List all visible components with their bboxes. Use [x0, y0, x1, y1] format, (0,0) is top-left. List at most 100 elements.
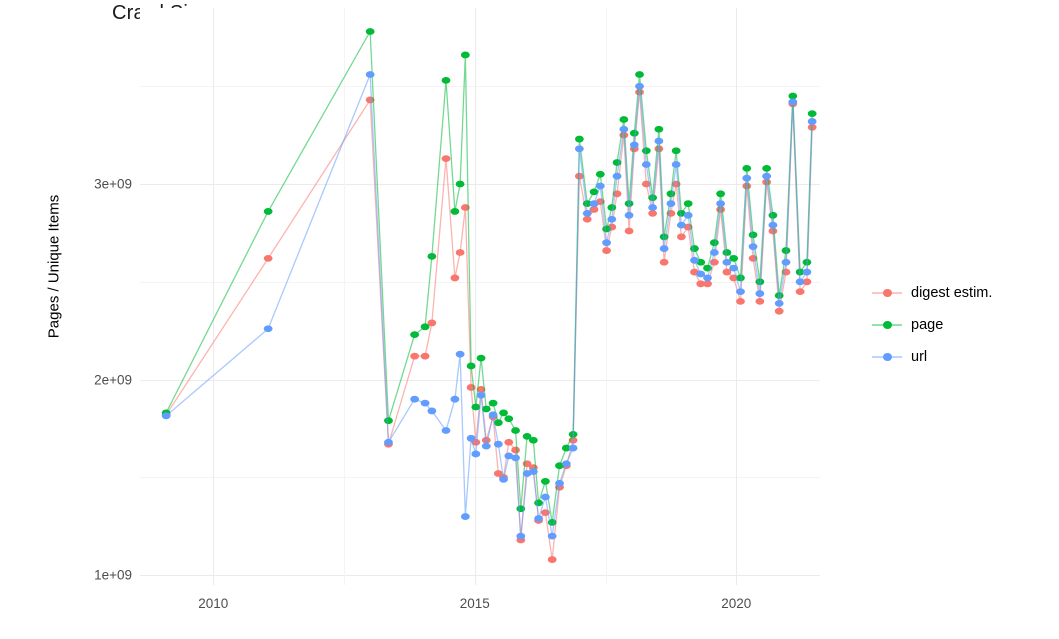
data-point: [795, 288, 805, 296]
data-point: [471, 403, 481, 411]
data-point: [802, 278, 812, 286]
data-point: [703, 274, 712, 282]
x-tick-label: 2020: [721, 596, 752, 611]
data-point: [716, 200, 726, 207]
data-point: [595, 170, 605, 178]
data-point: [648, 209, 658, 217]
data-point: [263, 325, 273, 333]
y-tick-label: 2e+09: [94, 372, 132, 388]
data-point: [534, 499, 543, 507]
data-point: [504, 438, 514, 446]
legend-dot-icon: [883, 321, 892, 329]
data-point: [427, 319, 437, 327]
legend-dot-icon: [883, 289, 892, 297]
data-point: [659, 258, 669, 266]
data-point: [736, 297, 745, 305]
x-tick-label: 2010: [198, 596, 229, 611]
legend-item-digest-estim-[interactable]: digest estim.: [872, 284, 992, 302]
data-point: [696, 280, 706, 288]
legend: digest estim. page url: [872, 284, 992, 366]
data-point: [476, 391, 486, 399]
data-point: [595, 182, 605, 190]
data-point: [788, 92, 798, 100]
data-point: [516, 532, 526, 540]
data-point: [427, 407, 437, 415]
data-point: [607, 215, 617, 223]
data-point: [755, 297, 765, 305]
data-point: [635, 82, 644, 90]
data-point: [476, 386, 486, 393]
data-point: [762, 164, 772, 172]
data-point: [511, 454, 520, 462]
data-point: [607, 204, 617, 211]
legend-key-icon: [872, 284, 902, 302]
data-point: [455, 350, 465, 358]
data-point: [410, 395, 420, 403]
data-point: [774, 307, 784, 315]
data-point: [619, 116, 629, 123]
data-point: [602, 239, 611, 247]
data-point: [582, 209, 592, 217]
legend-item-page[interactable]: page: [872, 316, 992, 334]
data-point: [555, 479, 564, 487]
gridline: [140, 86, 820, 88]
data-point: [742, 164, 752, 172]
data-point: [365, 71, 375, 78]
data-point: [384, 417, 393, 425]
data-point: [671, 161, 681, 168]
data-point: [540, 477, 550, 485]
data-point: [690, 256, 699, 264]
data-point: [729, 254, 739, 262]
data-point: [807, 110, 817, 118]
data-point: [748, 231, 758, 239]
gridline: [213, 8, 215, 585]
series-page: [161, 28, 817, 526]
data-point: [612, 159, 622, 166]
data-point: [547, 556, 557, 563]
data-point: [709, 249, 719, 256]
data-point: [410, 352, 420, 360]
legend-item-label: digest estim.: [911, 285, 993, 301]
data-point: [365, 28, 375, 35]
data-point: [788, 98, 798, 106]
data-point: [624, 211, 634, 219]
gridline: [140, 184, 820, 186]
series-url: [161, 71, 817, 540]
data-point: [466, 434, 476, 442]
data-point: [795, 278, 805, 286]
data-point: [499, 409, 508, 417]
data-point: [450, 208, 460, 215]
gridline: [140, 379, 820, 381]
data-point: [455, 180, 465, 188]
data-point: [709, 239, 719, 247]
data-point: [499, 475, 508, 483]
data-point: [420, 352, 430, 360]
data-point: [748, 243, 758, 251]
legend-item-url[interactable]: url: [872, 348, 992, 366]
series-line: [165, 92, 813, 560]
data-point: [671, 147, 681, 155]
data-point: [511, 446, 520, 454]
data-point: [488, 399, 498, 407]
data-point: [736, 288, 745, 296]
data-point: [420, 323, 430, 331]
data-point: [690, 245, 699, 252]
plot-series-layer: [161, 28, 817, 563]
data-point: [629, 141, 639, 149]
legend-item-label: page: [911, 317, 944, 333]
data-point: [768, 211, 778, 219]
y-tick-label: 1e+09: [94, 567, 132, 583]
data-point: [488, 411, 498, 419]
data-point: [460, 51, 470, 59]
data-point: [528, 436, 538, 444]
series-line: [165, 29, 813, 523]
data-point: [441, 76, 451, 84]
data-point: [774, 299, 784, 307]
data-point: [654, 137, 664, 145]
data-point: [528, 468, 538, 475]
data-point: [384, 438, 393, 446]
data-point: [540, 493, 550, 501]
data-point: [666, 200, 676, 207]
data-point: [602, 247, 611, 254]
